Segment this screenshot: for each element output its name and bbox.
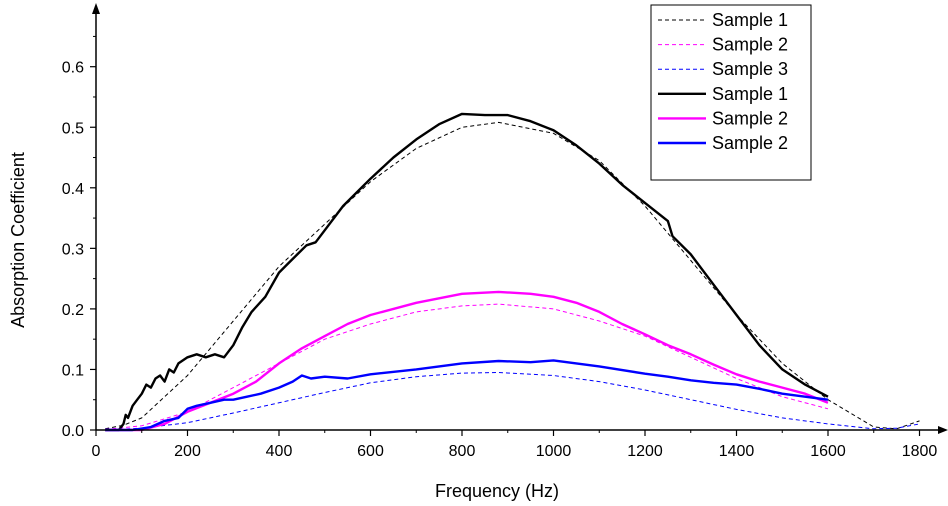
series-line-3 bbox=[105, 372, 920, 431]
plot-series bbox=[105, 112, 920, 432]
x-axis-arrow bbox=[938, 426, 948, 434]
x-tick-label: 1400 bbox=[719, 443, 755, 460]
legend-label-5: Sample 2 bbox=[712, 108, 788, 128]
series-line-6 bbox=[105, 359, 829, 432]
legend-label-3: Sample 3 bbox=[712, 59, 788, 79]
legend: Sample 1 Sample 2 Sample 3 Sample 1 Sample 2… bbox=[650, 4, 812, 181]
legend-label-2: Sample 2 bbox=[712, 35, 788, 55]
y-tick-label: 0.3 bbox=[62, 241, 84, 258]
x-tick-label: 1200 bbox=[627, 443, 663, 460]
x-axis-title: Frequency (Hz) bbox=[435, 481, 559, 501]
x-tick-label: 1600 bbox=[810, 443, 846, 460]
x-tick-label: 600 bbox=[357, 443, 384, 460]
legend-label-4: Sample 1 bbox=[712, 84, 788, 104]
y-tick-label: 0.0 bbox=[62, 423, 84, 440]
series-line-4 bbox=[105, 112, 829, 432]
y-tick-label: 0.6 bbox=[62, 60, 84, 77]
legend-box bbox=[650, 4, 812, 181]
x-tick-label: 1800 bbox=[902, 443, 938, 460]
series-line-5 bbox=[105, 290, 829, 432]
axes bbox=[92, 3, 948, 434]
series-line-2 bbox=[105, 303, 829, 430]
x-tick-label: 1000 bbox=[536, 443, 572, 460]
legend-label-6: Sample 2 bbox=[712, 133, 788, 153]
x-tick-label: 0 bbox=[92, 443, 101, 460]
x-tick-label: 400 bbox=[266, 443, 293, 460]
x-tick-label: 200 bbox=[174, 443, 201, 460]
y-tick-label: 0.5 bbox=[62, 120, 84, 137]
y-tick-label: 0.1 bbox=[62, 362, 84, 379]
y-ticks: 0.0 0.1 0.2 0.3 0.4 0.5 0.6 bbox=[62, 35, 96, 440]
y-axis-arrow bbox=[92, 3, 100, 14]
legend-label-1: Sample 1 bbox=[712, 10, 788, 30]
x-ticks: 0 200 400 600 800 1000 1200 1400 1600 1800 bbox=[92, 430, 938, 460]
y-axis-title: Absorption Coefficient bbox=[8, 152, 28, 328]
y-tick-label: 0.2 bbox=[62, 302, 84, 319]
x-tick-label: 800 bbox=[449, 443, 476, 460]
y-tick-label: 0.4 bbox=[62, 181, 84, 198]
